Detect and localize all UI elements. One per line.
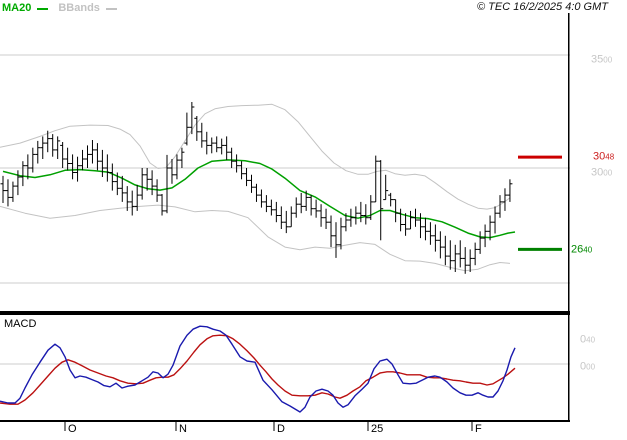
macd-axis-label-0-int: 0 bbox=[580, 360, 587, 373]
price-axis-label-3048-dec: 48 bbox=[605, 152, 615, 162]
price-axis-label-2640-int: 26 bbox=[571, 243, 584, 256]
x-axis-label-D: D bbox=[277, 423, 285, 435]
price-axis-label-3048-int: 30 bbox=[593, 150, 606, 163]
macd-signal-line bbox=[0, 334, 516, 405]
price-axis-label-3000-int: 30 bbox=[591, 166, 604, 178]
price-axis-label-2640: 2640 bbox=[571, 243, 593, 256]
price-axis-label-2640-dec: 40 bbox=[583, 245, 593, 255]
x-axis-label-O: O bbox=[68, 423, 77, 435]
x-axis-line bbox=[0, 420, 570, 422]
price-axis-label-3500-int: 35 bbox=[591, 53, 604, 66]
bollinger-upper-band bbox=[0, 103, 511, 210]
macd-axis-label-0.4-int: 0 bbox=[580, 333, 587, 346]
bbands-line-swatch bbox=[105, 7, 117, 10]
macd-axis-label-0.4: 040 bbox=[580, 333, 596, 346]
x-axis-label-N: N bbox=[179, 423, 187, 435]
macd-line bbox=[0, 325, 516, 413]
macd-axis-label-0-dec: 00 bbox=[586, 362, 596, 372]
copyright-text: © TEC 16/2/2025 4:0 GMT bbox=[477, 1, 608, 13]
ma20-line-swatch bbox=[37, 7, 49, 10]
price-axis-label-3000-dec: 00 bbox=[603, 168, 613, 177]
legend: MA20 BBands bbox=[2, 3, 123, 14]
ohlc-bars bbox=[0, 102, 513, 274]
legend-bbands-label: BBands bbox=[58, 2, 100, 14]
price-axis-label-3500: 3500 bbox=[591, 53, 613, 66]
macd-panel-title: MACD bbox=[4, 318, 37, 330]
price-axis-label-3500-dec: 00 bbox=[603, 55, 613, 65]
x-axis-label-25: 25 bbox=[371, 423, 384, 435]
panel-separator bbox=[0, 311, 570, 315]
price-axis-label-3048: 3048 bbox=[593, 150, 615, 163]
price-axis-label-3000: 3000 bbox=[591, 167, 612, 178]
legend-ma20-label: MA20 bbox=[2, 2, 32, 14]
x-axis-label-F: F bbox=[475, 423, 482, 435]
bollinger-lower-band bbox=[0, 204, 511, 272]
macd-axis-label-0.4-dec: 40 bbox=[586, 335, 596, 345]
macd-axis-label-0: 000 bbox=[580, 360, 596, 373]
ma20-line bbox=[2, 159, 516, 239]
